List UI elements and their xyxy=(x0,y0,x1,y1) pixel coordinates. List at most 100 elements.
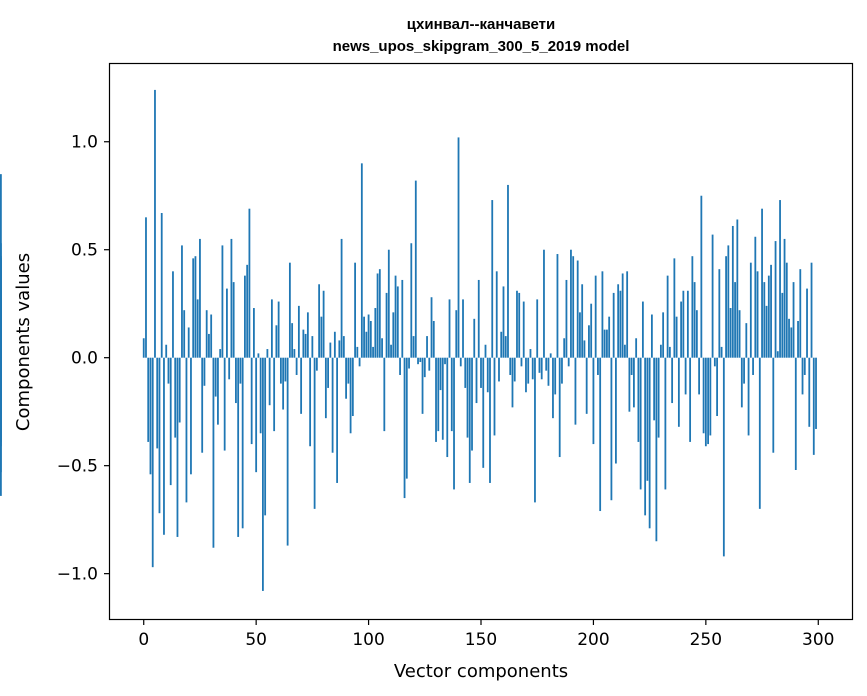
bar-52 xyxy=(259,357,262,434)
bar-223 xyxy=(644,357,647,516)
bar-142 xyxy=(462,299,464,358)
bar-178 xyxy=(543,249,545,358)
bar-217 xyxy=(630,357,633,375)
bar-174 xyxy=(534,357,536,503)
bar-195 xyxy=(581,284,584,358)
bar-67 xyxy=(293,349,296,358)
bar-34 xyxy=(219,349,222,358)
bar-116 xyxy=(403,357,406,499)
bar-82 xyxy=(327,357,329,388)
bar-3 xyxy=(149,357,152,475)
bar-122 xyxy=(417,357,419,365)
bar-26 xyxy=(201,357,204,453)
bar-154 xyxy=(489,357,491,483)
bar-69 xyxy=(297,305,300,358)
bar-167 xyxy=(518,292,521,358)
bar-137 xyxy=(450,357,453,432)
bar-18 xyxy=(183,310,186,358)
bar-9 xyxy=(163,357,165,535)
bar-10 xyxy=(165,344,168,358)
bar-105 xyxy=(378,269,381,358)
bar-87 xyxy=(338,340,341,358)
bar-179 xyxy=(545,357,548,371)
bar-162 xyxy=(507,184,509,358)
bar-56 xyxy=(268,357,271,406)
bar-113 xyxy=(396,286,399,358)
bar-53 xyxy=(262,357,264,591)
bar-127 xyxy=(428,357,431,371)
bar-31 xyxy=(212,357,215,548)
bar-117 xyxy=(405,357,408,479)
bar-243 xyxy=(689,357,692,442)
bar-83 xyxy=(329,342,332,358)
plot-frame xyxy=(108,62,854,621)
bar-75 xyxy=(311,336,314,358)
bar-213 xyxy=(621,273,624,358)
bar-187 xyxy=(563,338,566,358)
bar-205 xyxy=(603,329,606,358)
bar-60 xyxy=(277,301,280,358)
bar-161 xyxy=(504,336,507,358)
bar-164 xyxy=(511,357,514,408)
bar-undefined xyxy=(0,357,2,473)
bar-252 xyxy=(709,357,712,436)
bar-96 xyxy=(358,357,361,367)
bar-64 xyxy=(286,357,289,546)
bar-7 xyxy=(158,357,161,514)
bar-91 xyxy=(347,357,350,384)
bar-289 xyxy=(792,282,795,358)
bar-262 xyxy=(731,225,734,358)
y-tick-label: 0.5 xyxy=(71,241,98,261)
chart-subtitle: news_upos_skipgram_300_5_2019 model xyxy=(333,38,630,55)
bar-126 xyxy=(426,336,428,358)
x-tick-label: 300 xyxy=(802,630,834,650)
bar-97 xyxy=(360,163,363,358)
bar-286 xyxy=(785,262,788,358)
bar-1 xyxy=(145,217,147,358)
bar-266 xyxy=(740,357,743,408)
bar-158 xyxy=(498,357,500,382)
bar-247 xyxy=(698,357,700,395)
bar-183 xyxy=(554,357,557,395)
bar-8 xyxy=(160,213,163,358)
bar-57 xyxy=(270,299,273,358)
bar-40 xyxy=(232,282,235,358)
bar-220 xyxy=(637,357,640,442)
bar-242 xyxy=(686,290,689,358)
bar-194 xyxy=(579,312,581,358)
bar-288 xyxy=(790,327,793,358)
bar-253 xyxy=(711,234,714,358)
bar-182 xyxy=(552,357,554,419)
bar-282 xyxy=(776,351,779,358)
bar-268 xyxy=(745,323,748,358)
bar-51 xyxy=(257,353,260,358)
bar-275 xyxy=(761,208,763,358)
bar-228 xyxy=(655,357,658,542)
bar-236 xyxy=(673,258,676,358)
bar-32 xyxy=(214,357,217,397)
bar-200 xyxy=(592,357,595,445)
bar-267 xyxy=(743,357,745,384)
bar-171 xyxy=(527,357,530,384)
bar-27 xyxy=(203,357,206,386)
bar-270 xyxy=(749,262,752,358)
bar-146 xyxy=(471,357,473,451)
bar-215 xyxy=(626,271,629,358)
bar-299 xyxy=(815,357,817,429)
bar-250 xyxy=(704,357,707,447)
bar-245 xyxy=(693,282,696,358)
bar-234 xyxy=(668,346,671,358)
bar-85 xyxy=(333,331,336,358)
bar-203 xyxy=(599,357,602,512)
bar-92 xyxy=(349,357,352,434)
bar-131 xyxy=(437,357,440,432)
bar-259 xyxy=(725,256,727,358)
bar-169 xyxy=(522,301,525,358)
bar-258 xyxy=(722,357,725,557)
y-tick-label: −1.0 xyxy=(57,565,98,585)
bar-177 xyxy=(540,357,543,380)
bar-24 xyxy=(196,299,199,358)
bar-216 xyxy=(628,357,631,412)
bar-49 xyxy=(253,308,255,358)
bar-145 xyxy=(468,357,471,483)
